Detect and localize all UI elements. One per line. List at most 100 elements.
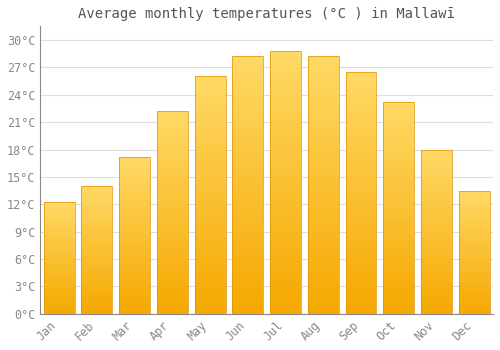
Bar (346, 241, 376, 244)
Bar (346, 103, 376, 106)
Bar (157, 123, 188, 125)
Bar (458, 294, 490, 295)
Bar (119, 205, 150, 207)
Bar (308, 219, 338, 221)
Bar (458, 197, 490, 198)
Bar (346, 164, 376, 166)
Bar (82, 264, 112, 265)
Bar (421, 202, 452, 204)
Bar (194, 200, 226, 202)
Bar (421, 235, 452, 237)
Bar (119, 218, 150, 220)
Bar (458, 312, 490, 313)
Bar (194, 153, 226, 155)
Bar (157, 225, 188, 227)
Bar (384, 221, 414, 223)
Bar (421, 173, 452, 174)
Bar (384, 183, 414, 185)
Bar (44, 237, 74, 238)
Bar (82, 238, 112, 240)
Bar (82, 277, 112, 278)
Bar (458, 268, 490, 270)
Bar (232, 136, 264, 139)
Bar (308, 267, 338, 270)
Bar (232, 283, 264, 286)
Bar (119, 264, 150, 265)
Bar (308, 262, 338, 265)
Bar (157, 304, 188, 306)
Bar (157, 133, 188, 135)
Bar (308, 92, 338, 95)
Bar (44, 288, 74, 289)
Bar (458, 308, 490, 309)
Bar (421, 230, 452, 232)
Bar (421, 251, 452, 253)
Bar (308, 257, 338, 260)
Bar (232, 260, 264, 262)
Bar (270, 172, 301, 175)
Bar (308, 180, 338, 183)
Bar (270, 264, 301, 267)
Bar (346, 312, 376, 314)
Bar (44, 250, 74, 252)
Bar (44, 294, 74, 295)
Bar (270, 164, 301, 167)
Bar (346, 273, 376, 275)
Bar (346, 232, 376, 234)
Bar (308, 206, 338, 208)
Bar (119, 260, 150, 262)
Bar (346, 215, 376, 217)
Bar (194, 126, 226, 129)
Bar (346, 125, 376, 128)
Bar (421, 164, 452, 166)
Bar (421, 265, 452, 266)
Bar (82, 226, 112, 227)
Bar (119, 201, 150, 202)
Bar (157, 229, 188, 231)
Bar (82, 223, 112, 224)
Bar (308, 299, 338, 301)
Bar (346, 256, 376, 258)
Bar (157, 113, 188, 115)
Bar (82, 300, 112, 301)
Bar (458, 297, 490, 298)
Bar (421, 310, 452, 312)
Bar (44, 210, 74, 211)
Bar (308, 118, 338, 121)
Bar (421, 189, 452, 191)
Bar (232, 157, 264, 159)
Bar (44, 225, 74, 226)
Bar (346, 142, 376, 145)
Bar (421, 224, 452, 225)
Bar (194, 302, 226, 304)
Bar (232, 118, 264, 121)
Bar (458, 237, 490, 239)
Bar (232, 175, 264, 177)
Bar (346, 188, 376, 190)
Bar (346, 261, 376, 263)
Bar (421, 187, 452, 189)
Bar (119, 198, 150, 199)
Bar (270, 272, 301, 274)
Bar (194, 114, 226, 117)
Bar (44, 285, 74, 286)
Bar (458, 241, 490, 243)
Bar (119, 173, 150, 174)
Bar (270, 243, 301, 245)
Bar (82, 258, 112, 259)
Bar (270, 274, 301, 277)
Bar (421, 186, 452, 187)
Bar (384, 293, 414, 295)
Bar (308, 301, 338, 303)
Bar (232, 190, 264, 193)
Bar (384, 295, 414, 297)
Bar (44, 207, 74, 208)
Bar (308, 244, 338, 247)
Bar (458, 228, 490, 229)
Bar (119, 259, 150, 260)
Bar (421, 243, 452, 245)
Bar (232, 144, 264, 147)
Bar (270, 62, 301, 64)
Bar (421, 293, 452, 294)
Bar (346, 237, 376, 239)
